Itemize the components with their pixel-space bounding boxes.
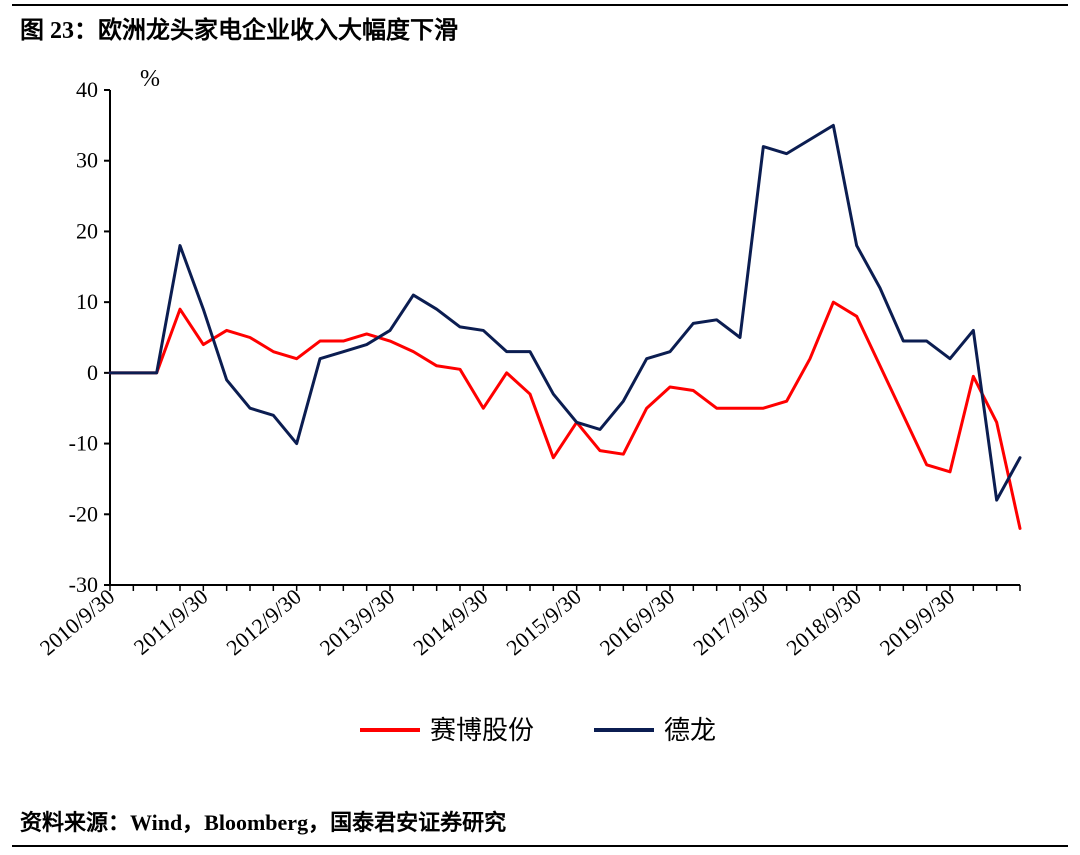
svg-text:%: % bbox=[140, 66, 160, 92]
svg-text:2017/9/30: 2017/9/30 bbox=[688, 584, 772, 661]
svg-text:0: 0 bbox=[87, 360, 98, 385]
svg-text:20: 20 bbox=[76, 218, 98, 243]
svg-text:-20: -20 bbox=[69, 501, 98, 526]
figure-title: 图 23：欧洲龙头家电企业收入大幅度下滑 bbox=[20, 10, 458, 45]
line-chart: -30-20-10010203040%2010/9/302011/9/30201… bbox=[40, 60, 1040, 760]
svg-text:2016/9/30: 2016/9/30 bbox=[595, 584, 679, 661]
svg-text:-10: -10 bbox=[69, 431, 98, 456]
svg-text:2013/9/30: 2013/9/30 bbox=[315, 584, 399, 661]
svg-text:2011/9/30: 2011/9/30 bbox=[129, 584, 213, 660]
svg-text:2015/9/30: 2015/9/30 bbox=[501, 584, 585, 661]
svg-text:德龙: 德龙 bbox=[664, 716, 716, 745]
bottom-border bbox=[12, 845, 1068, 847]
svg-text:赛博股份: 赛博股份 bbox=[430, 716, 534, 745]
svg-text:10: 10 bbox=[76, 289, 98, 314]
svg-text:30: 30 bbox=[76, 148, 98, 173]
svg-text:2018/9/30: 2018/9/30 bbox=[781, 584, 865, 661]
svg-text:2012/9/30: 2012/9/30 bbox=[221, 584, 305, 661]
top-border bbox=[12, 4, 1068, 6]
source-line: 资料来源：Wind，Bloomberg，国泰君安证券研究 bbox=[20, 805, 506, 837]
svg-text:2019/9/30: 2019/9/30 bbox=[875, 584, 959, 661]
svg-text:2014/9/30: 2014/9/30 bbox=[408, 584, 492, 661]
svg-text:40: 40 bbox=[76, 77, 98, 102]
